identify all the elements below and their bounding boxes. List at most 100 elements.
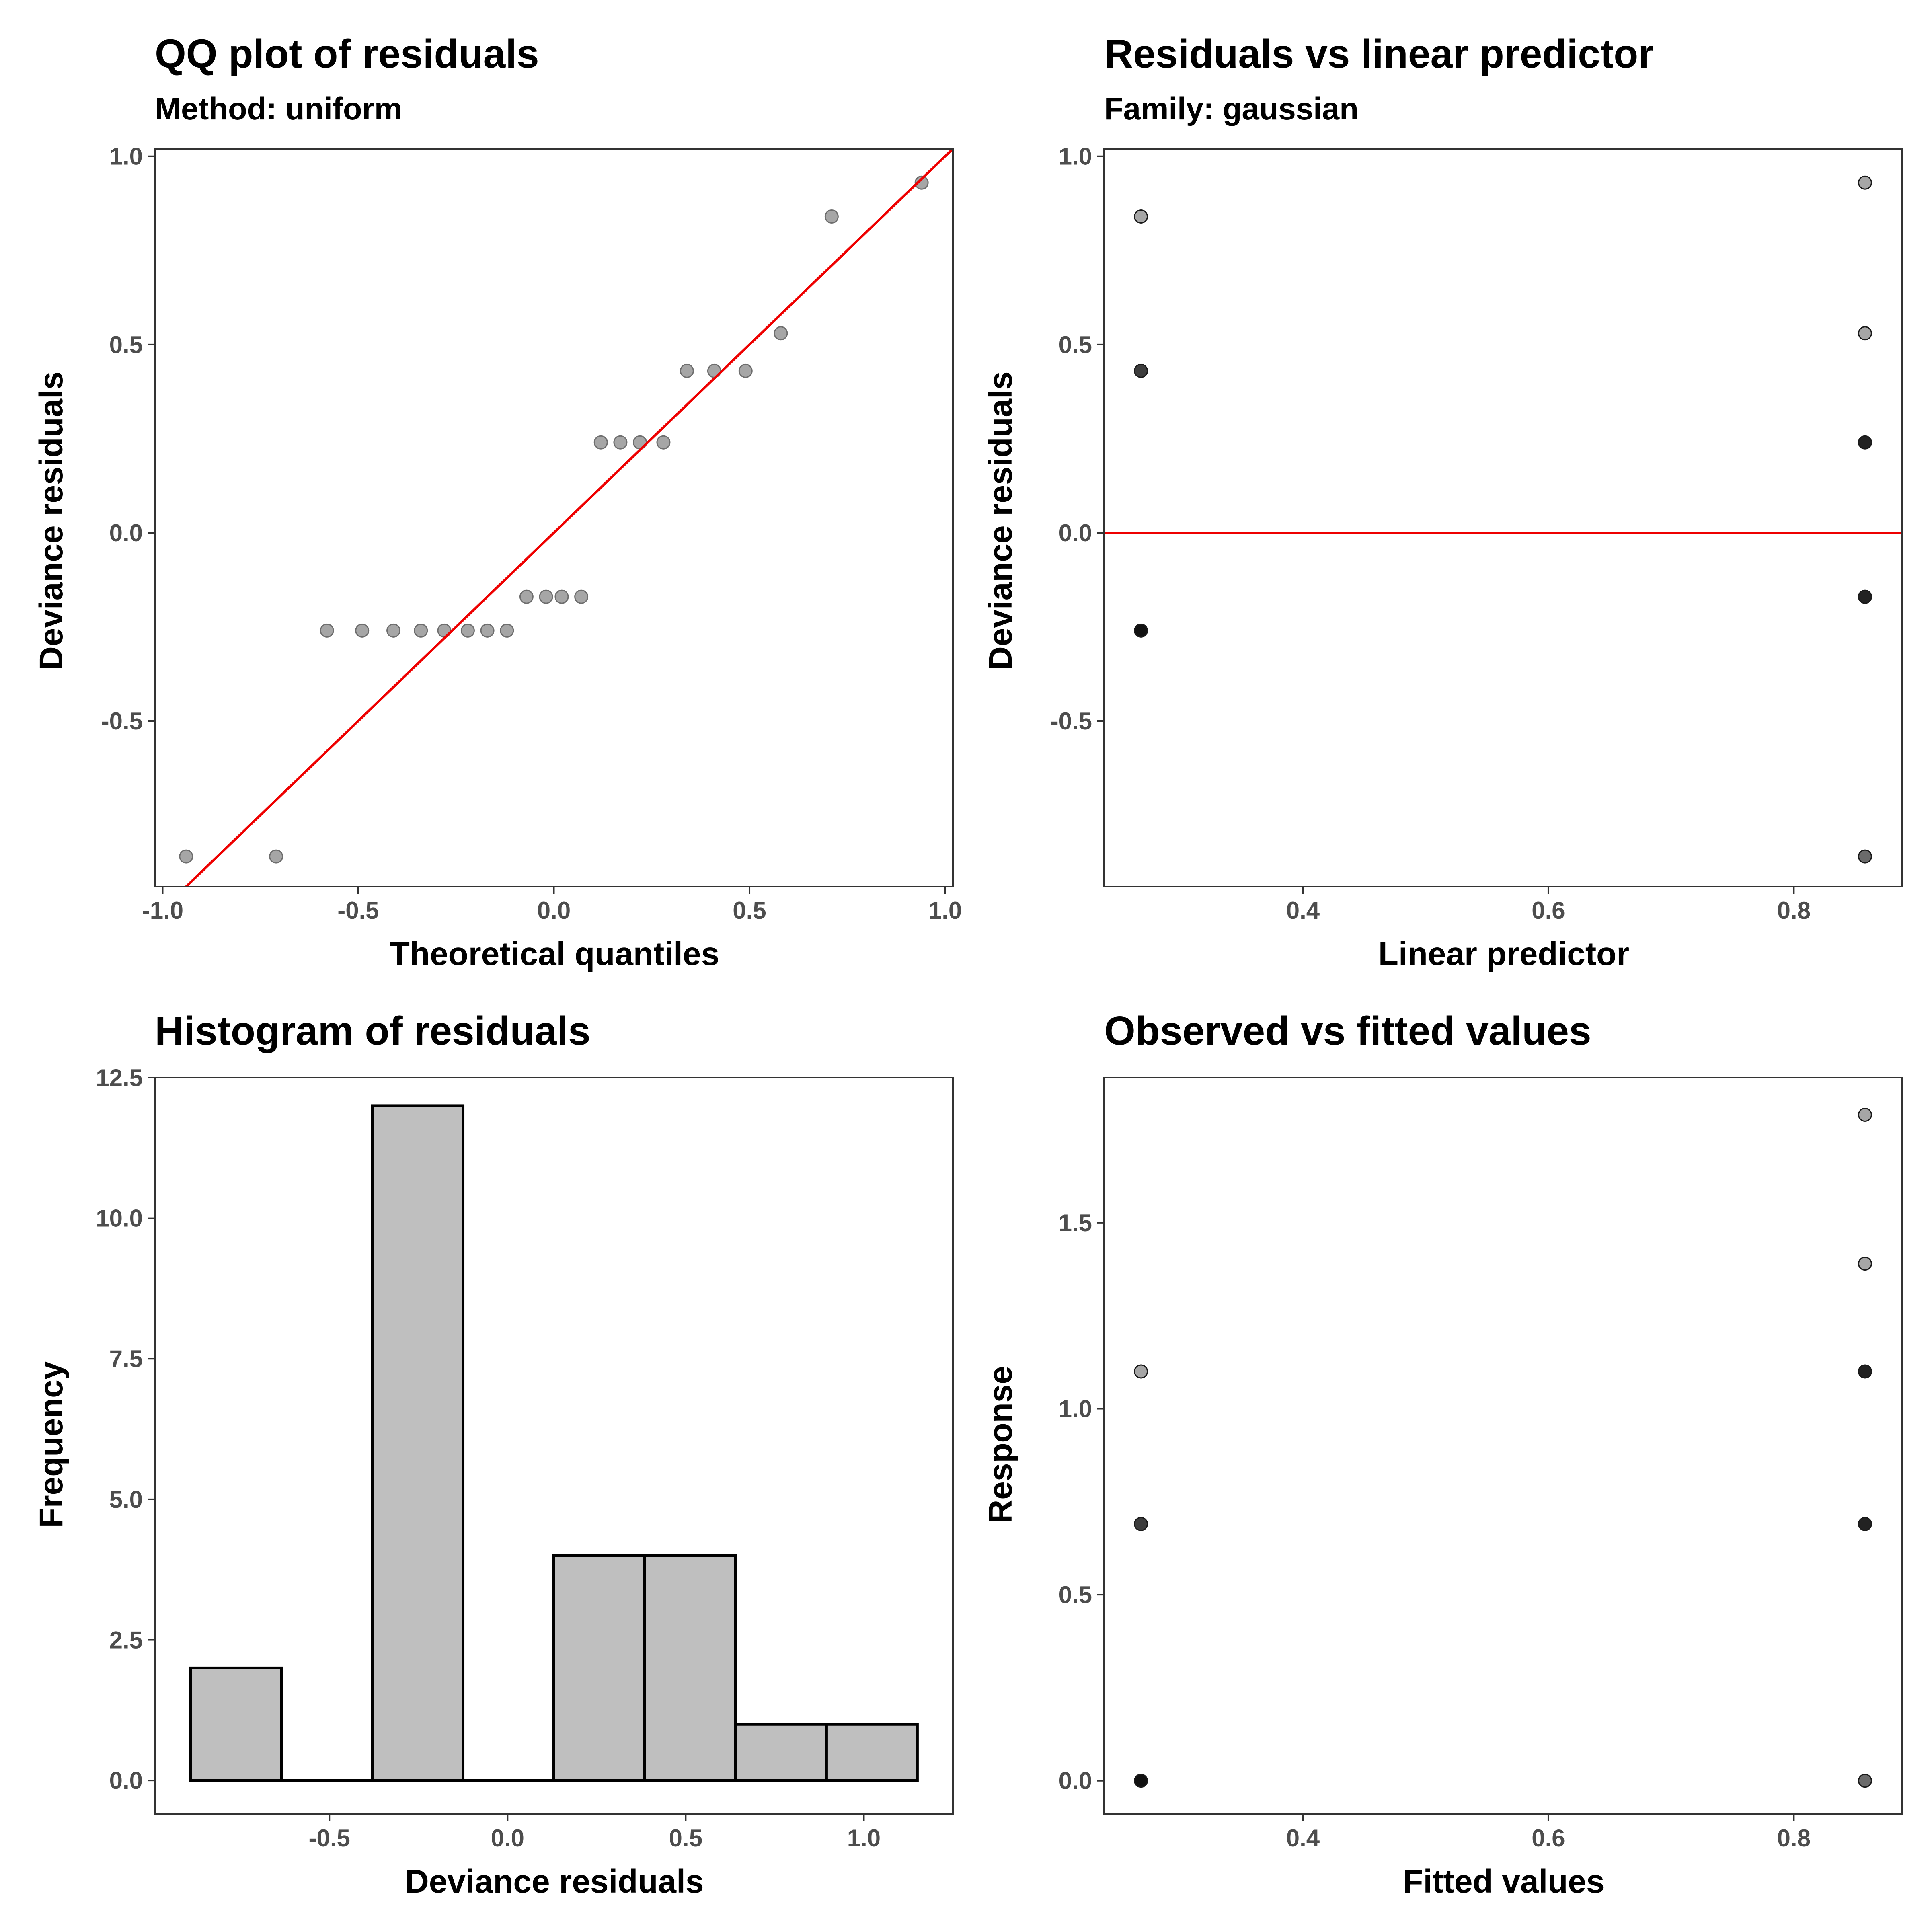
residuals-point bbox=[1858, 175, 1872, 190]
qq-point bbox=[774, 326, 788, 341]
residuals-data-layer bbox=[1104, 175, 1902, 864]
observed-fitted-x-tick-label: 0.8 bbox=[1777, 1825, 1811, 1852]
observed-fitted-point bbox=[1858, 1364, 1872, 1379]
qq-point bbox=[320, 623, 334, 638]
qq-panel-border bbox=[154, 148, 954, 887]
residuals-panel-border bbox=[1103, 148, 1903, 887]
observed-fitted-y-tick-label: 0.0 bbox=[1059, 1768, 1092, 1794]
residuals-plot-title: Residuals vs linear predictor bbox=[1104, 31, 1654, 76]
qq-point bbox=[269, 849, 283, 864]
residuals-x-axis-title: Linear predictor bbox=[1378, 936, 1629, 972]
observed-fitted-point bbox=[1858, 1257, 1872, 1271]
qq-x-tick-label: -0.5 bbox=[337, 897, 379, 924]
residuals-y-tick-label: 1.0 bbox=[1059, 143, 1092, 170]
residuals-point bbox=[1134, 623, 1148, 638]
qq-point bbox=[613, 435, 628, 450]
qq-plot-title: QQ plot of residuals bbox=[155, 31, 539, 76]
qq-point bbox=[738, 363, 753, 378]
observed-fitted-point bbox=[1134, 1774, 1148, 1788]
histogram-y-tick-label: 12.5 bbox=[96, 1064, 143, 1091]
qq-x-tick-label: 0.5 bbox=[733, 897, 766, 924]
qq-point bbox=[480, 623, 495, 638]
histogram-y-tick-label: 10.0 bbox=[96, 1205, 143, 1232]
qq-point bbox=[824, 209, 839, 224]
observed-fitted-y-tick-label: 0.5 bbox=[1059, 1581, 1092, 1608]
observed-fitted-point bbox=[1134, 1364, 1148, 1379]
residuals-x-tick-label: 0.8 bbox=[1777, 897, 1811, 924]
qq-point bbox=[414, 623, 428, 638]
histogram-x-tick-label: 0.0 bbox=[491, 1825, 524, 1852]
histogram-data-layer bbox=[189, 1104, 919, 1782]
qq-x-axis-title: Theoretical quantiles bbox=[390, 936, 719, 972]
residuals-y-tick-label: 0.5 bbox=[1059, 331, 1092, 358]
histogram-x-tick-label: 1.0 bbox=[847, 1825, 881, 1852]
histogram-y-tick-label: 2.5 bbox=[109, 1626, 143, 1653]
histogram-x-axis-title: Deviance residuals bbox=[405, 1863, 704, 1900]
qq-x-tick-label: 0.0 bbox=[537, 897, 571, 924]
observed-fitted-point bbox=[1134, 1517, 1148, 1531]
histogram-y-tick-label: 0.0 bbox=[109, 1767, 143, 1794]
observed-fitted-point bbox=[1858, 1774, 1872, 1788]
histogram-x-tick-label: -0.5 bbox=[309, 1825, 350, 1852]
residuals-point bbox=[1858, 435, 1872, 450]
observed-fitted-panel-border bbox=[1103, 1077, 1903, 1815]
qq-point bbox=[554, 589, 569, 604]
histogram-bar bbox=[825, 1723, 919, 1782]
residuals-point bbox=[1858, 589, 1872, 604]
histogram-y-axis-title: Frequency bbox=[33, 1361, 70, 1528]
residuals-point bbox=[1858, 849, 1872, 864]
histogram-panel-border bbox=[154, 1077, 954, 1815]
qq-point bbox=[179, 849, 193, 864]
residuals-point bbox=[1858, 326, 1872, 341]
qq-point bbox=[914, 175, 929, 190]
qq-plot-subtitle: Method: uniform bbox=[155, 91, 402, 126]
residuals-point bbox=[1134, 209, 1148, 224]
observed-vs-fitted-panel: Observed vs fitted values Fitted values … bbox=[982, 1008, 1903, 1900]
qq-x-tick-label: -1.0 bbox=[142, 897, 183, 924]
observed-fitted-x-axis-title: Fitted values bbox=[1403, 1863, 1604, 1900]
observed-fitted-y-axis-title: Response bbox=[982, 1366, 1019, 1523]
qq-y-axis-title: Deviance residuals bbox=[33, 372, 70, 670]
residuals-plot-subtitle: Family: gaussian bbox=[1104, 91, 1359, 126]
observed-fitted-data-layer bbox=[1134, 1108, 1872, 1788]
qq-point bbox=[539, 589, 553, 604]
histogram-x-tick-label: 0.5 bbox=[669, 1825, 702, 1852]
qq-point bbox=[500, 623, 514, 638]
histogram-y-tick-label: 5.0 bbox=[109, 1486, 143, 1513]
qq-y-tick-label: 0.5 bbox=[109, 331, 143, 358]
residuals-y-axis-title: Deviance residuals bbox=[982, 372, 1019, 670]
histogram-bar bbox=[189, 1666, 283, 1782]
qq-point bbox=[355, 623, 370, 638]
histogram-bar bbox=[643, 1554, 737, 1782]
histogram-panel: Histogram of residuals Deviance residual… bbox=[33, 1008, 954, 1900]
histogram-title: Histogram of residuals bbox=[155, 1008, 591, 1053]
histogram-y-tick-label: 7.5 bbox=[109, 1345, 143, 1372]
qq-plot-panel: QQ plot of residuals Method: uniform The… bbox=[33, 31, 962, 972]
qq-reference-line bbox=[184, 149, 953, 887]
qq-y-tick-label: -0.5 bbox=[101, 708, 143, 735]
observed-fitted-x-tick-label: 0.6 bbox=[1532, 1825, 1565, 1852]
residuals-y-tick-label: 0.0 bbox=[1059, 519, 1092, 546]
histogram-bar bbox=[734, 1723, 828, 1782]
qq-point bbox=[656, 435, 671, 450]
qq-point bbox=[519, 589, 534, 604]
histogram-bar bbox=[371, 1104, 465, 1782]
residuals-x-tick-label: 0.4 bbox=[1286, 897, 1320, 924]
qq-data-layer bbox=[179, 149, 953, 887]
qq-point bbox=[574, 589, 589, 604]
qq-point bbox=[680, 363, 694, 378]
residuals-y-tick-label: -0.5 bbox=[1051, 708, 1092, 735]
qq-point bbox=[460, 623, 475, 638]
observed-fitted-title: Observed vs fitted values bbox=[1104, 1008, 1591, 1053]
qq-point bbox=[386, 623, 401, 638]
residuals-point bbox=[1134, 363, 1148, 378]
observed-fitted-x-tick-label: 0.4 bbox=[1286, 1825, 1320, 1852]
observed-fitted-y-tick-label: 1.5 bbox=[1059, 1209, 1092, 1236]
observed-fitted-y-tick-label: 1.0 bbox=[1059, 1395, 1092, 1422]
qq-y-tick-label: 1.0 bbox=[109, 143, 143, 170]
histogram-bar bbox=[552, 1554, 646, 1782]
residuals-x-tick-label: 0.6 bbox=[1532, 897, 1565, 924]
qq-y-tick-label: 0.0 bbox=[109, 519, 143, 546]
